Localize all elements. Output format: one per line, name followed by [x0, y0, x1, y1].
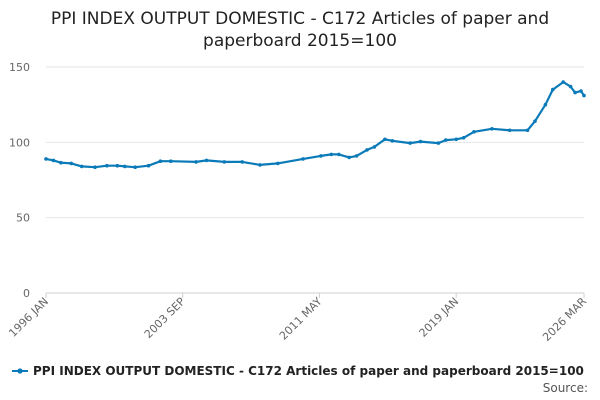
data-point [93, 165, 97, 169]
data-point [44, 157, 48, 161]
data-point [372, 145, 377, 149]
x-tick-label: 2026 MAR [540, 295, 589, 344]
data-point [169, 159, 173, 163]
data-point [115, 163, 120, 168]
x-axis-ticks: 1996 JAN 2003 SEP 2011 MAY 2019 JAN 2026 MAR [6, 293, 589, 344]
data-point [568, 84, 573, 89]
data-point [258, 163, 262, 167]
source-label: Source: [543, 381, 588, 395]
data-point [436, 141, 441, 145]
data-point [365, 148, 369, 152]
data-point [490, 127, 494, 131]
y-tick-label: 50 [16, 212, 30, 225]
data-point [383, 137, 387, 142]
data-point [533, 119, 537, 123]
y-tick-label: 0 [23, 287, 30, 300]
series-layer [44, 80, 586, 169]
y-axis-ticks: 0 50 100 150 [9, 61, 30, 300]
x-tick-label: 2011 MAY [277, 295, 325, 343]
y-tick-label: 100 [9, 136, 30, 149]
data-point [146, 163, 151, 168]
legend-label: PPI INDEX OUTPUT DOMESTIC - C172 Article… [33, 364, 584, 378]
grid-lines [46, 66, 584, 294]
data-point [194, 160, 198, 164]
x-tick-label: 2019 JAN [417, 295, 462, 340]
legend-swatch-marker [17, 368, 23, 374]
chart-title-line-1: PPI INDEX OUTPUT DOMESTIC - C172 Article… [51, 9, 549, 29]
data-point [579, 89, 583, 93]
data-point [573, 90, 577, 95]
data-point [240, 160, 244, 164]
data-point [158, 159, 163, 163]
data-point [105, 163, 109, 168]
x-tick-label: 1996 JAN [6, 295, 51, 340]
data-point [276, 161, 280, 166]
data-point [347, 155, 352, 160]
data-point [59, 160, 63, 165]
data-point [454, 137, 459, 142]
data-point [319, 154, 323, 158]
data-point [582, 93, 586, 98]
data-point [507, 128, 512, 133]
data-point [69, 161, 74, 166]
data-point [408, 141, 412, 145]
data-point [133, 165, 137, 169]
data-point [418, 139, 423, 144]
data-point [79, 164, 84, 169]
y-tick-label: 150 [9, 61, 30, 74]
chart-title-line-2: paperboard 2015=100 [203, 31, 397, 51]
data-point [561, 80, 565, 84]
data-point [444, 138, 448, 142]
data-point [525, 128, 530, 133]
data-point [390, 139, 395, 143]
data-point [51, 158, 56, 163]
x-tick-label: 2003 SEP [142, 295, 188, 341]
data-point [337, 152, 341, 157]
data-point [551, 87, 555, 92]
data-point [222, 160, 227, 164]
series-line [45, 80, 585, 169]
data-point [472, 130, 476, 134]
legend: PPI INDEX OUTPUT DOMESTIC - C172 Article… [12, 364, 584, 378]
data-point [204, 158, 209, 163]
data-point [123, 164, 127, 169]
data-point [329, 152, 334, 157]
data-point [461, 136, 466, 140]
data-point [354, 154, 359, 158]
data-point [301, 157, 305, 161]
data-point [543, 102, 548, 107]
